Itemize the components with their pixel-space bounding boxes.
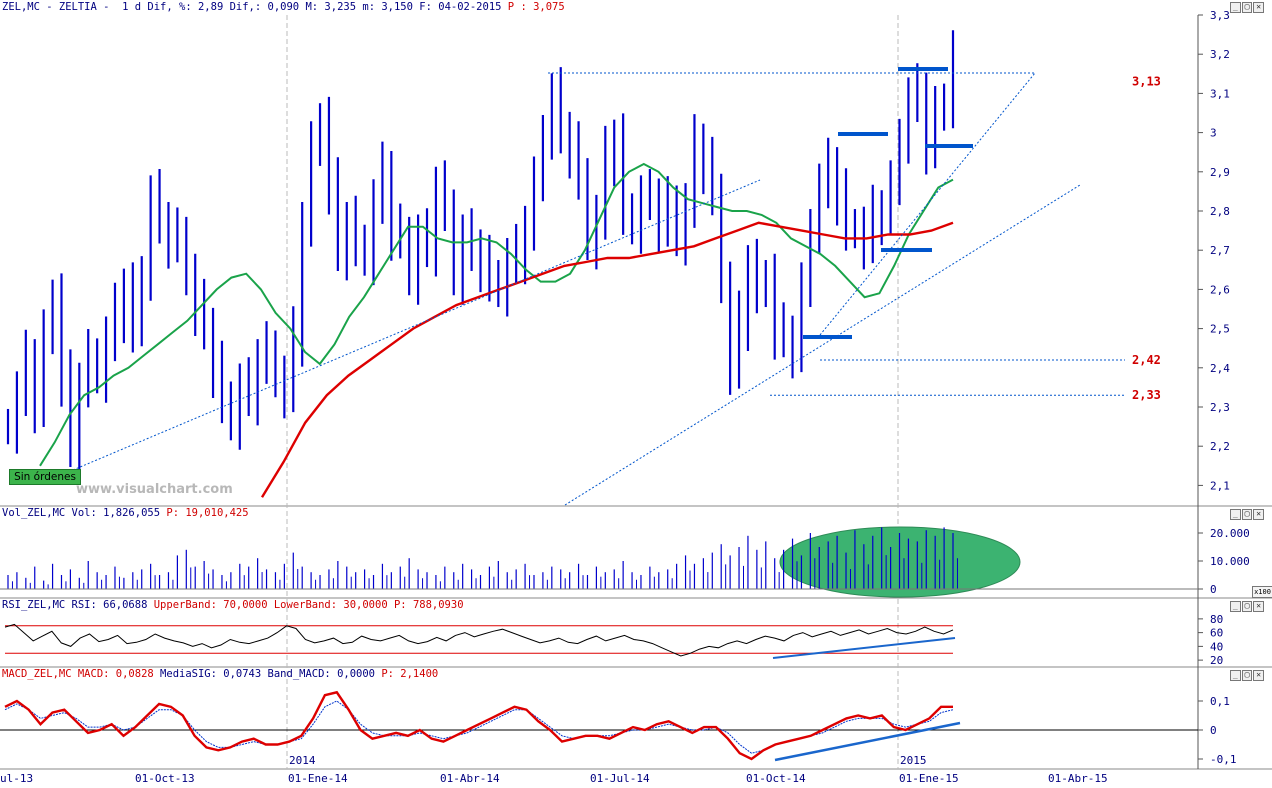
macd-price: P: 2,1400	[381, 668, 439, 680]
price-y-tick-label: 3,1	[1210, 87, 1230, 100]
macd-signal-line	[4, 700, 954, 754]
level-label: 2,33	[1132, 388, 1161, 402]
short-moving-average	[39, 162, 954, 467]
trend-line	[819, 72, 1036, 336]
macd-line	[4, 690, 953, 761]
price-y-tick-label: 2,2	[1210, 440, 1230, 453]
close-button[interactable]: ✕	[1253, 670, 1265, 681]
minimize-button[interactable]: _	[1230, 2, 1241, 13]
volume-y-tick-label: 10.000	[1210, 555, 1250, 568]
rsi-y-tick-label: 40	[1210, 640, 1223, 653]
minimize-button[interactable]: _	[1230, 509, 1241, 520]
x-tick-label: 01-Abr-14	[440, 772, 500, 785]
dif-pct-label: Dif, %: 2,89	[147, 1, 224, 13]
volume-pane-controls: _ ▢ ✕	[1230, 509, 1265, 520]
date-label: F: 04-02-2015	[419, 1, 502, 13]
price-y-tick-label: 2,5	[1210, 323, 1230, 336]
macd-y-tick-label: 0	[1210, 724, 1217, 737]
close-button[interactable]: ✕	[1253, 2, 1265, 13]
rsi-y-tick-label: 60	[1210, 627, 1223, 640]
vol-label: Vol_ZEL,MC Vol: 1,826,055	[2, 507, 161, 519]
symbol-label: ZEL,MC - ZELTIA - 1 d	[2, 1, 142, 13]
trend-line	[72, 179, 761, 471]
orders-badge[interactable]: Sin órdenes	[9, 469, 81, 485]
rsi-line	[4, 623, 954, 657]
macd-signal-label: MediaSIG: 0,0743	[160, 668, 262, 680]
macd-y-tick-label: -0,1	[1210, 753, 1237, 766]
price-pane-controls: _ ▢ ✕	[1230, 2, 1265, 13]
volume-pane-header: Vol_ZEL,MC Vol: 1,826,055 P: 19,010,425	[2, 507, 249, 519]
minimize-button[interactable]: _	[1230, 601, 1241, 612]
restore-button[interactable]: ▢	[1241, 670, 1253, 681]
watermark: www.visualchart.com	[76, 482, 233, 497]
x-tick-label: 01-Ene-14	[288, 772, 348, 785]
restore-button[interactable]: ▢	[1241, 601, 1253, 612]
macd-band-label: Band_MACD: 0,0000	[267, 668, 375, 680]
x-tick-label: 01-Jul-14	[590, 772, 650, 785]
max-label: M: 3,235	[305, 1, 357, 13]
x-tick-label: 01-Ene-15	[899, 772, 959, 785]
trend-line	[564, 184, 1081, 506]
rsi-lower: LowerBand: 30,0000	[273, 599, 388, 611]
rsi-label: RSI_ZEL,MC RSI: 66,0688	[2, 599, 148, 611]
close-button[interactable]: ✕	[1253, 601, 1265, 612]
volume-y-tick-label: 20.000	[1210, 527, 1250, 540]
rsi-pane-header: RSI_ZEL,MC RSI: 66,0688 UpperBand: 70,00…	[2, 599, 464, 611]
price-y-tick-label: 2,9	[1210, 166, 1230, 179]
macd-label: MACD_ZEL,MC MACD: 0,0828	[2, 668, 154, 680]
rsi-upper: UpperBand: 70,0000	[153, 599, 268, 611]
price-y-tick-label: 3	[1210, 127, 1217, 140]
close-button[interactable]: ✕	[1253, 509, 1265, 520]
macd-trend-line	[774, 721, 961, 762]
rsi-trend-line	[772, 637, 956, 659]
macd-y-tick-label: 0,1	[1210, 695, 1230, 708]
restore-button[interactable]: ▢	[1241, 2, 1253, 13]
price-y-tick-label: 2,8	[1210, 205, 1230, 218]
x-tick-label: 01-Oct-13	[135, 772, 195, 785]
price-y-tick-label: 2,6	[1210, 283, 1230, 296]
restore-button[interactable]: ▢	[1241, 509, 1253, 520]
x-tick-label: 01-Abr-15	[1048, 772, 1108, 785]
volume-scale-button[interactable]: x100	[1252, 586, 1272, 598]
level-label: 3,13	[1132, 75, 1161, 89]
price-label: P : 3,075	[507, 1, 565, 13]
price-pane-header: ZEL,MC - ZELTIA - 1 d Dif, %: 2,89 Dif,:…	[2, 1, 565, 13]
vol-price: P: 19,010,425	[166, 507, 249, 519]
minimize-button[interactable]: _	[1230, 670, 1241, 681]
price-y-tick-label: 2,4	[1210, 362, 1230, 375]
year-separator-label: 2014	[289, 754, 316, 767]
level-label: 2,42	[1132, 353, 1161, 367]
price-y-tick-label: 2,1	[1210, 479, 1230, 492]
price-y-tick-label: 3,2	[1210, 48, 1230, 61]
year-separator-label: 2015	[900, 754, 927, 767]
price-y-tick-label: 3,3	[1210, 9, 1230, 22]
min-label: m: 3,150	[362, 1, 413, 13]
rsi-y-tick-label: 80	[1210, 613, 1223, 626]
x-tick-label: 01-Oct-14	[746, 772, 806, 785]
volume-y-tick-label: 0	[1210, 583, 1217, 596]
macd-pane-header: MACD_ZEL,MC MACD: 0,0828 MediaSIG: 0,074…	[2, 668, 438, 680]
price-y-tick-label: 2,7	[1210, 244, 1230, 257]
price-y-tick-label: 2,3	[1210, 401, 1230, 414]
rsi-price: P: 788,0930	[393, 599, 464, 611]
rsi-pane-controls: _ ▢ ✕	[1230, 601, 1265, 612]
dif-label: Dif,: 0,090	[229, 1, 300, 13]
macd-pane-controls: _ ▢ ✕	[1230, 670, 1265, 681]
x-tick-label: ul-13	[0, 772, 33, 785]
long-moving-average	[260, 221, 954, 498]
rsi-y-tick-label: 20	[1210, 654, 1223, 667]
